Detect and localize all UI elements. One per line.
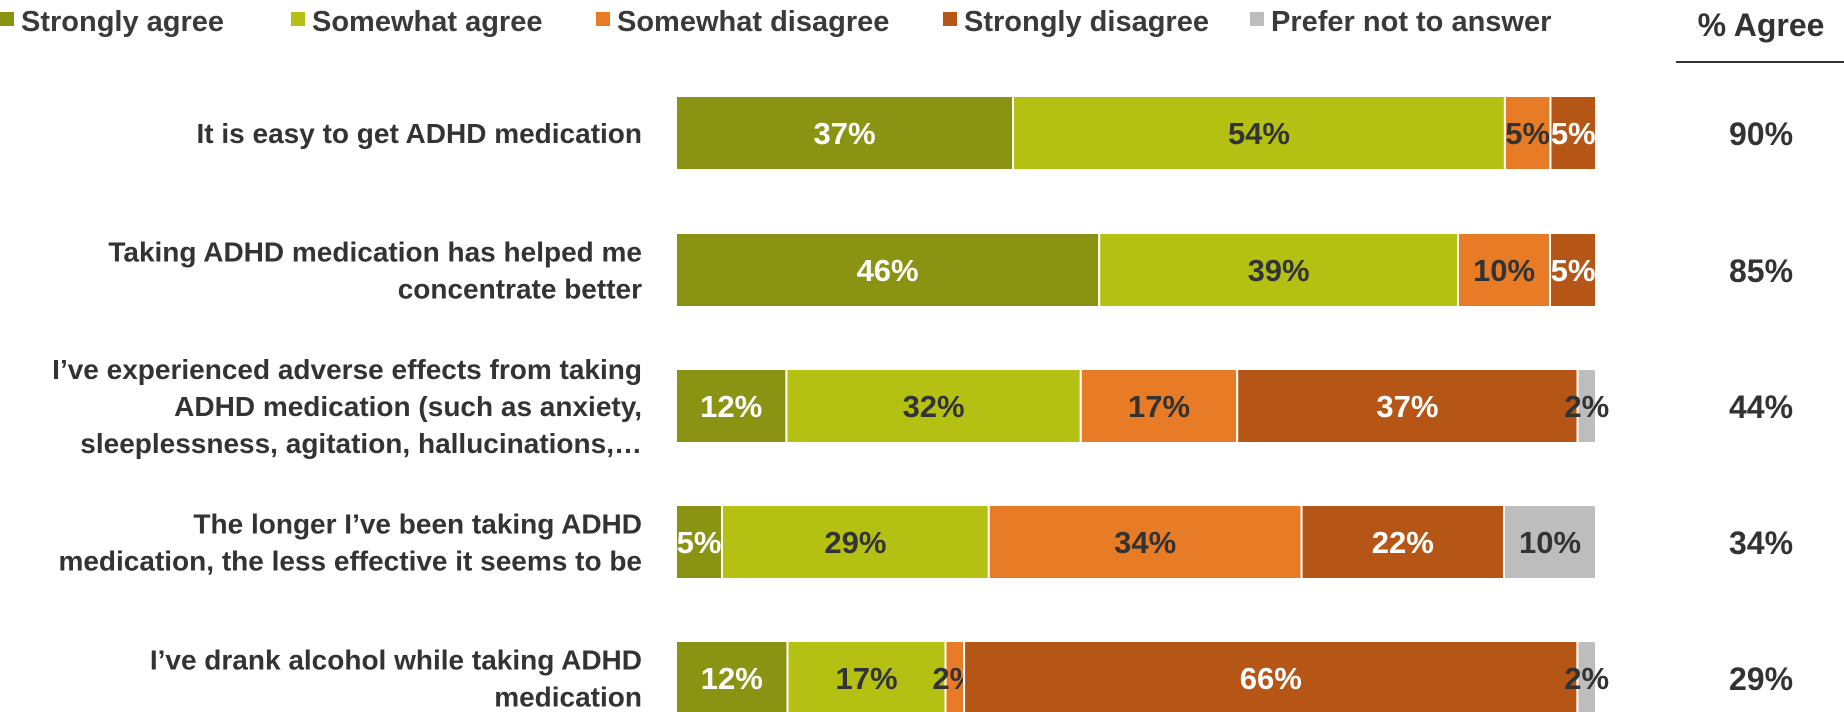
agree-value: 85% bbox=[1729, 253, 1793, 289]
bar-value-label: 39% bbox=[1248, 253, 1310, 288]
bar-segment bbox=[675, 368, 788, 444]
bar-value-label: 12% bbox=[700, 389, 762, 424]
bar-segment bbox=[1549, 95, 1597, 171]
bar-segment bbox=[786, 640, 947, 712]
legend-swatch bbox=[596, 12, 610, 26]
bar-value-label: 5% bbox=[1551, 253, 1596, 288]
bar-value-label: 37% bbox=[813, 116, 875, 151]
category-label: I’ve drank alcohol while taking ADHD medi… bbox=[150, 645, 642, 712]
bar-segment bbox=[785, 368, 1082, 444]
legend-label: Strongly disagree bbox=[964, 6, 1209, 38]
agree-value: 34% bbox=[1729, 525, 1793, 561]
agree-value: 29% bbox=[1729, 661, 1793, 697]
legend-swatch bbox=[0, 12, 14, 26]
bar-value-label: 12% bbox=[701, 661, 763, 696]
bar-segment bbox=[1503, 95, 1552, 171]
legend-swatch bbox=[943, 12, 957, 26]
bar-value-label: 5% bbox=[1505, 116, 1550, 151]
bar-value-label: 29% bbox=[824, 525, 886, 560]
legend-swatch bbox=[1250, 12, 1264, 26]
legend-swatch bbox=[291, 12, 305, 26]
bar-value-label: 46% bbox=[857, 253, 919, 288]
bar-value-label: 5% bbox=[677, 525, 722, 560]
legend-label: Somewhat agree bbox=[312, 6, 542, 38]
bar-segment bbox=[721, 504, 990, 580]
bar-segment bbox=[675, 640, 789, 712]
bar-segment bbox=[1549, 232, 1597, 308]
category-label: The longer I’ve been taking ADHD medicati… bbox=[58, 509, 642, 577]
bar-segment bbox=[1576, 368, 1597, 444]
bar-value-label: 37% bbox=[1376, 389, 1438, 424]
bar-segment bbox=[675, 504, 723, 580]
bar-value-label: 2% bbox=[1564, 389, 1609, 424]
category-label: Taking ADHD medication has helped me conc… bbox=[108, 237, 642, 305]
bar-segment bbox=[1079, 368, 1239, 444]
agree-value: 44% bbox=[1729, 389, 1793, 425]
bar-value-label: 17% bbox=[835, 661, 897, 696]
legend-label: Strongly agree bbox=[21, 6, 224, 38]
bar-segment bbox=[1012, 95, 1506, 171]
agree-value: 90% bbox=[1729, 116, 1793, 152]
category-label: It is easy to get ADHD medication bbox=[197, 118, 643, 149]
agree-column-header: % Agree bbox=[1698, 7, 1825, 43]
bar-value-label: 17% bbox=[1128, 389, 1190, 424]
bar-value-label: 10% bbox=[1473, 253, 1535, 288]
bar-value-label: 2% bbox=[1564, 661, 1609, 696]
legend-label: Somewhat disagree bbox=[617, 6, 889, 38]
bar-segment bbox=[1236, 368, 1579, 444]
category-label: I’ve experienced adverse effects from ta… bbox=[52, 354, 642, 459]
legend-label: Prefer not to answer bbox=[1271, 6, 1551, 38]
bar-segment bbox=[1576, 640, 1598, 712]
bar-value-label: 22% bbox=[1372, 525, 1434, 560]
bar-value-label: 54% bbox=[1228, 116, 1290, 151]
bar-segment bbox=[1098, 232, 1459, 308]
bar-value-label: 5% bbox=[1551, 116, 1596, 151]
bar-segment bbox=[1503, 504, 1597, 580]
bar-value-label: 10% bbox=[1519, 525, 1581, 560]
bar-value-label: 34% bbox=[1114, 525, 1176, 560]
bar-value-label: 66% bbox=[1240, 661, 1302, 696]
bar-value-label: 32% bbox=[903, 389, 965, 424]
